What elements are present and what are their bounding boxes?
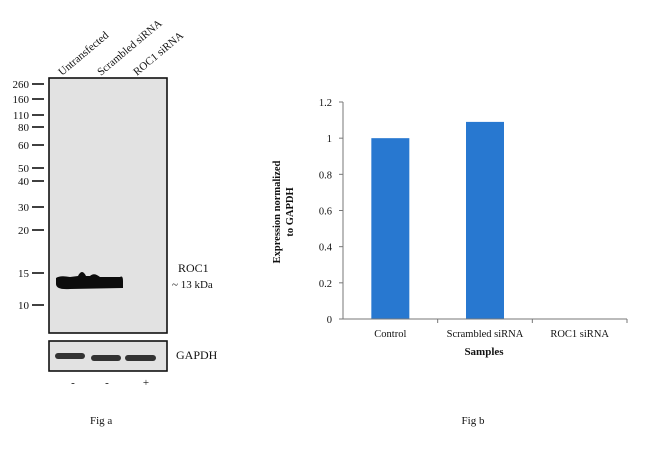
lane-label: Scrambled siRNA <box>95 17 164 78</box>
gapdh-band <box>55 353 85 359</box>
marker-label: 15 <box>18 268 30 280</box>
target-size: ~ 13 kDa <box>172 279 213 291</box>
y-tick-label: 1.2 <box>319 98 332 109</box>
y-tick-label: 0.6 <box>319 207 332 218</box>
marker-label: 10 <box>18 300 30 312</box>
marker-label: 60 <box>18 140 30 152</box>
marker-label: 110 <box>13 110 30 122</box>
bar-chart: 0 0.2 0.4 0.6 0.8 1 1.2 Control Scrambled siRNA R… <box>272 98 628 427</box>
x-tick-label: Scrambled siRNA <box>447 329 524 340</box>
bar <box>371 138 410 319</box>
y-axis-label-line2: to GAPDH <box>285 187 296 236</box>
marker-label: 20 <box>18 225 30 237</box>
caption-fig-a: Fig a <box>90 415 112 427</box>
bar <box>466 121 504 320</box>
x-tick-label: ROC1 siRNA <box>550 329 609 340</box>
marker-label: 50 <box>18 163 30 175</box>
roc1-band <box>56 272 123 290</box>
y-tick-label: 0.2 <box>319 279 332 290</box>
gapdh-band <box>125 355 156 361</box>
y-tick-label: 0 <box>327 315 332 326</box>
marker-label: 160 <box>13 94 30 106</box>
caption-fig-b: Fig b <box>462 415 485 427</box>
x-tick-label: Control <box>374 329 406 340</box>
y-tick-label: 1 <box>327 134 332 145</box>
y-axis-label: Expression normalized <box>272 160 283 263</box>
marker-label: 30 <box>18 202 30 214</box>
target-label: ROC1 <box>178 261 209 275</box>
loading-control-label: GAPDH <box>176 348 218 362</box>
marker-label: 80 <box>18 122 30 134</box>
marker-label: 260 <box>13 79 30 91</box>
x-axis-label: Samples <box>464 346 504 358</box>
gapdh-band <box>91 355 121 361</box>
treatment-sign: - <box>71 377 75 389</box>
y-tick-label: 0.4 <box>319 243 333 254</box>
treatment-sign: + <box>143 377 149 389</box>
marker-label: 40 <box>18 176 30 188</box>
y-tick-label: 0.8 <box>319 170 332 181</box>
blot-membrane <box>48 77 168 334</box>
treatment-sign: - <box>105 377 109 389</box>
